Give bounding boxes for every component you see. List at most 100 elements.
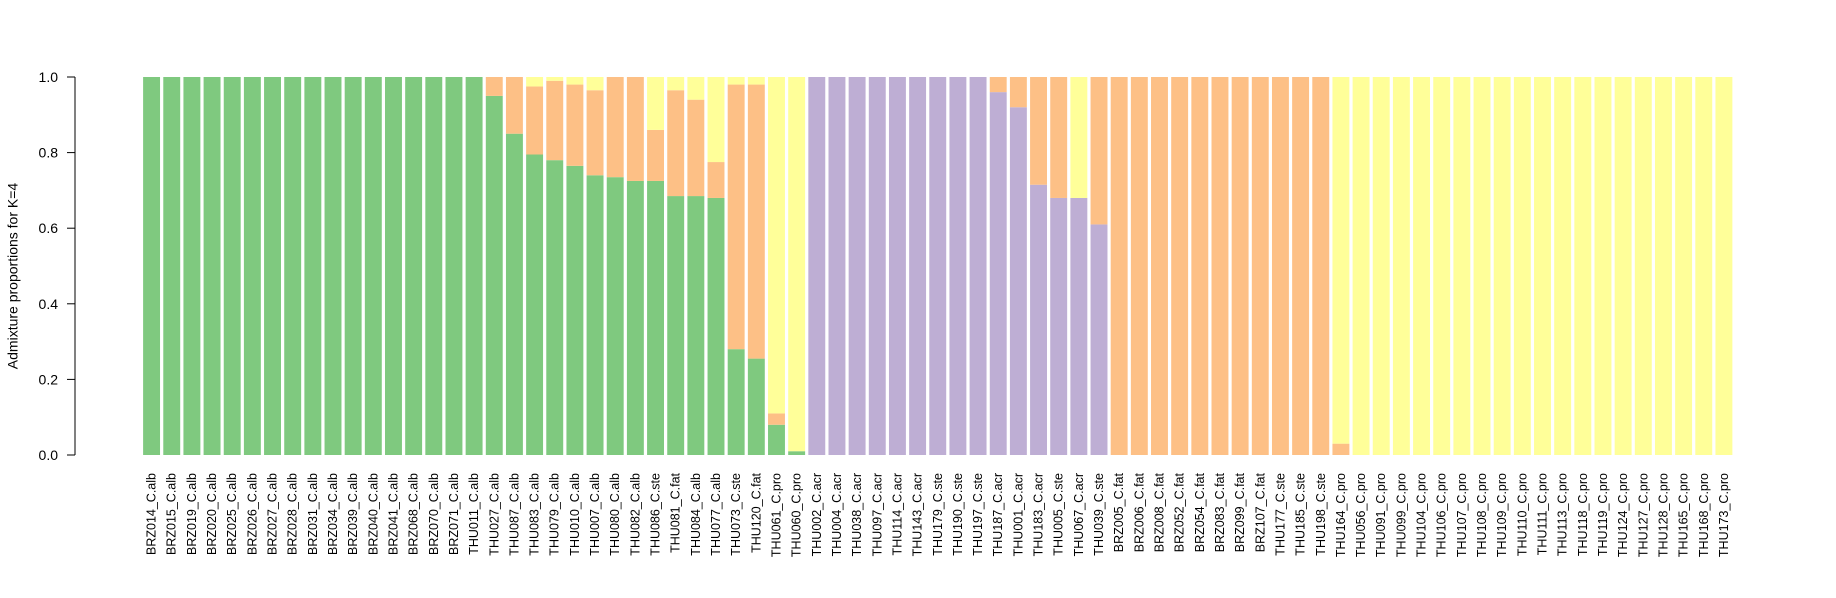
bar-segment-THU114_C.acr-component-2 (888, 77, 906, 455)
bar-segment-THU082_C.alb-component-1 (626, 180, 644, 455)
bar-segment-BRZ005_C.fat-component-3 (1110, 77, 1128, 455)
x-tick-label: THU007_C.alb (588, 473, 602, 556)
bar-segment-BRZ041_C.alb-component-1 (385, 77, 402, 455)
x-tick-label: THU177_C.ste (1273, 473, 1287, 556)
bar-segment-BRZ099_C.fat-component-3 (1231, 77, 1249, 455)
bar-segment-THU185_C.ste-component-3 (1292, 77, 1310, 455)
bar-segment-THU083_C.alb-component-4 (526, 77, 544, 87)
bar-segment-THU110_C.pro-component-4 (1513, 77, 1531, 455)
bar-segment-THU067_C.acr-component-2 (1070, 197, 1088, 455)
bar-segment-BRZ026_C.alb-component-1 (243, 77, 261, 455)
bar-segment-THU190_C.ste-component-2 (949, 77, 967, 455)
x-tick-label: THU179_C.ste (931, 473, 945, 556)
bar-segment-THU010_C.alb-component-3 (566, 84, 584, 166)
x-tick-label: BRZ015_C.alb (165, 473, 179, 555)
bar-segment-BRZ083_C.fat-component-3 (1211, 77, 1229, 455)
bar-segment-THU164_C.pro-component-4 (1332, 77, 1350, 444)
bar-segment-THU067_C.acr-component-4 (1070, 77, 1088, 198)
bar-segment-THU061_C.pro-component-3 (768, 413, 785, 425)
bar-segment-BRZ014_C.alb-component-1 (143, 77, 161, 455)
x-tick-label: THU124_C.pro (1616, 473, 1630, 557)
bar-segment-THU106_C.pro-component-4 (1433, 77, 1451, 455)
x-tick-label: BRZ005_C.fat (1112, 472, 1126, 552)
bar-segment-THU143_C.acr-component-2 (909, 77, 927, 455)
bar-segment-THU027_C.alb-component-3 (485, 77, 503, 96)
x-tick-label: THU056_C.pro (1354, 473, 1368, 557)
bar-segment-BRZ039_C.alb-component-1 (344, 77, 362, 455)
y-tick-label: 0.8 (39, 145, 59, 161)
x-tick-label: BRZ025_C.alb (225, 473, 239, 555)
bar-segment-THU083_C.alb-component-3 (526, 86, 544, 155)
x-tick-label: THU173_C.pro (1717, 473, 1731, 557)
bar-segment-THU081_C.fat-component-4 (667, 77, 685, 91)
bar-segment-BRZ019_C.alb-component-1 (183, 77, 201, 455)
x-tick-label: THU111_C.pro (1536, 473, 1550, 555)
x-tick-label: THU001_C.acr (1011, 473, 1025, 556)
bar-segment-THU111_C.pro-component-4 (1534, 77, 1551, 455)
bar-segment-BRZ006_C.fat-component-3 (1130, 77, 1148, 455)
bar-segment-THU039_C.ste-component-2 (1090, 224, 1108, 455)
bar-segment-BRZ008_C.fat-component-3 (1151, 77, 1168, 455)
bar-segment-THU197_C.ste-component-2 (969, 77, 987, 455)
bar-segment-THU056_C.pro-component-4 (1352, 77, 1370, 455)
x-tick-label: THU083_C.alb (528, 473, 542, 556)
bar-segment-THU061_C.pro-component-1 (768, 424, 785, 455)
x-tick-label: THU168_C.pro (1697, 473, 1711, 557)
bar-segment-THU177_C.ste-component-3 (1271, 77, 1289, 455)
x-axis-labels: BRZ014_C.alb BRZ015_C.alb BRZ019_C.alb BRZ0… (145, 472, 1731, 557)
bar-segment-THU118_C.pro-component-4 (1574, 77, 1592, 455)
x-tick-label: THU185_C.ste (1294, 473, 1308, 556)
bar-segment-THU010_C.alb-component-4 (566, 77, 584, 85)
x-tick-label: BRZ031_C.alb (306, 473, 320, 555)
bar-segment-THU086_C.ste-component-1 (647, 180, 664, 455)
bar-segment-THU080_C.alb-component-3 (606, 77, 624, 178)
bar-segment-THU077_C.alb-component-3 (707, 162, 725, 198)
x-tick-label: BRZ099_C.fat (1233, 472, 1247, 552)
bar-segment-THU120_C.fat-component-3 (747, 84, 765, 359)
bar-segment-THU001_C.acr-component-2 (1009, 107, 1027, 456)
x-tick-label: THU005_C.ste (1052, 473, 1066, 556)
y-tick-label: 0.6 (39, 220, 59, 236)
x-tick-label: BRZ054_C.fat (1193, 472, 1207, 552)
x-tick-label: THU164_C.pro (1334, 473, 1348, 557)
bar-segment-THU109_C.pro-component-4 (1493, 77, 1511, 455)
bar-segment-THU091_C.pro-component-4 (1372, 77, 1390, 455)
x-tick-label: THU039_C.ste (1092, 473, 1106, 556)
x-tick-label: THU119_C.pro (1596, 473, 1610, 556)
bar-segment-THU104_C.pro-component-4 (1413, 77, 1431, 455)
x-tick-label: BRZ040_C.alb (366, 473, 380, 555)
x-tick-label: THU114_C.acr (890, 473, 904, 555)
x-tick-label: THU183_C.acr (1032, 473, 1046, 556)
x-tick-label: THU197_C.ste (971, 473, 985, 556)
bar-segment-THU120_C.fat-component-4 (747, 77, 765, 85)
x-tick-label: THU077_C.alb (709, 473, 723, 556)
x-tick-label: THU128_C.pro (1656, 473, 1670, 557)
y-tick-label: 0.2 (39, 371, 59, 387)
bar-segment-THU005_C.ste-component-2 (1050, 197, 1068, 455)
bar-segment-THU187_C.acr-component-3 (989, 77, 1007, 93)
x-tick-label: THU106_C.pro (1435, 473, 1449, 557)
x-tick-label: BRZ071_C.alb (447, 473, 461, 555)
bar-segment-THU060_C.pro-component-1 (788, 451, 806, 455)
bar-segment-THU061_C.pro-component-4 (768, 77, 785, 414)
bar-segment-BRZ040_C.alb-component-1 (364, 77, 382, 455)
bar-segment-BRZ054_C.fat-component-3 (1191, 77, 1209, 455)
bar-segment-THU107_C.pro-component-4 (1453, 77, 1471, 455)
bar-segment-THU007_C.alb-component-1 (586, 175, 604, 455)
y-tick-label: 0.0 (39, 447, 59, 463)
bar-segment-BRZ027_C.alb-component-1 (264, 77, 281, 455)
bar-segment-BRZ031_C.alb-component-1 (304, 77, 322, 455)
y-tick-label: 0.4 (39, 296, 59, 312)
x-tick-label: THU080_C.alb (608, 473, 622, 556)
x-tick-label: THU027_C.alb (487, 473, 501, 556)
bar-segment-THU079_C.alb-component-4 (546, 77, 564, 81)
bar-segment-THU084_C.alb-component-1 (687, 196, 705, 455)
x-tick-label: THU004_C.acr (830, 473, 844, 556)
bar-segment-THU173_C.pro-component-4 (1715, 77, 1733, 455)
x-tick-label: THU011_C.alb (467, 473, 481, 555)
bar-segment-BRZ025_C.alb-component-1 (223, 77, 241, 455)
x-tick-label: THU109_C.pro (1495, 473, 1509, 557)
bar-segment-BRZ020_C.alb-component-1 (203, 77, 221, 455)
